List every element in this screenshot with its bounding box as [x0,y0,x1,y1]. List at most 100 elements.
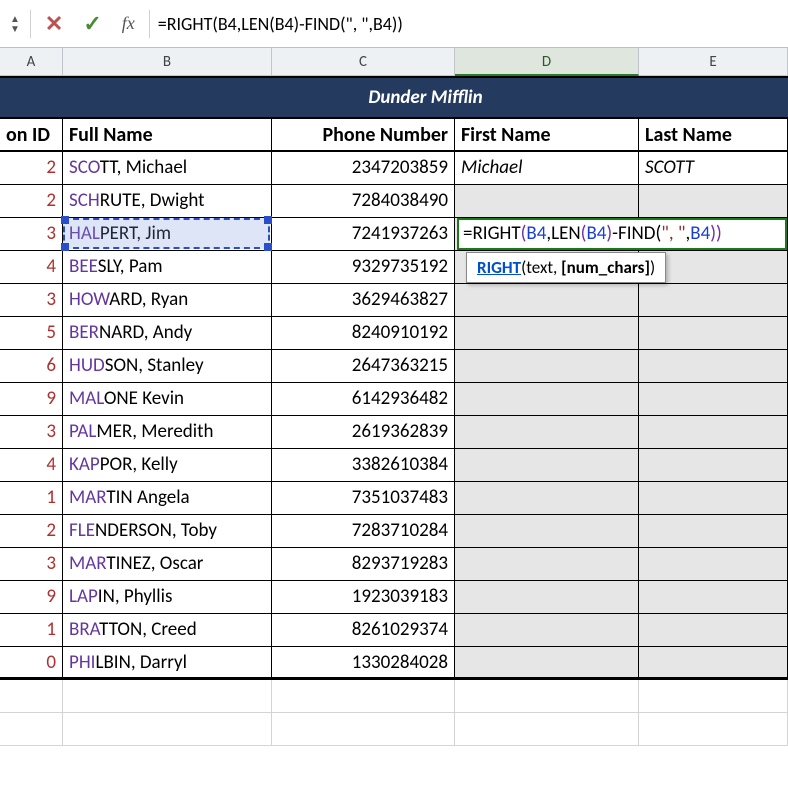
cell-fullname[interactable]: MARTINEZ, Oscar [63,548,272,581]
cell-fullname[interactable]: MARTIN Angela [63,482,272,515]
cell-lastname[interactable] [639,449,788,482]
cell-fullname[interactable]: PALMER, Meredith [63,416,272,449]
cell-fullname[interactable]: KAPPOR, Kelly [63,449,272,482]
cell-phone[interactable]: 6142936482 [272,383,455,416]
active-cell-editor[interactable]: =RIGHT(B4,LEN(B4)-FIND(", ",B4)) [457,218,787,250]
cell-phone[interactable]: 3629463827 [272,284,455,317]
col-header-d[interactable]: D [455,48,639,76]
cell-id[interactable]: 9 [0,581,63,614]
cell-lastname[interactable] [639,614,788,647]
cell-fullname[interactable]: SCHRUTE, Dwight [63,185,272,218]
cell-id[interactable]: 5 [0,317,63,350]
cell-id[interactable]: 1 [0,482,63,515]
cell-id[interactable]: 2 [0,515,63,548]
cell-phone[interactable]: 2619362839 [272,416,455,449]
title-row: Dunder Mifflin [0,76,788,119]
cell-id[interactable]: 2 [0,152,63,185]
cell-id[interactable]: 3 [0,284,63,317]
cell-id[interactable]: 6 [0,350,63,383]
cell-id[interactable]: 4 [0,251,63,284]
stepper-down-icon[interactable]: ▼ [10,24,20,34]
cell-phone[interactable]: 9329735192 [272,251,455,284]
table-row: 9LAPIN, Phyllis1923039183 [0,581,788,614]
cell-lastname[interactable] [639,317,788,350]
cell-firstname[interactable] [455,383,639,416]
cell-firstname[interactable] [455,185,639,218]
cell-fullname[interactable]: HALPERT, Jim [63,218,272,251]
cell-firstname[interactable] [455,350,639,383]
header-id[interactable]: on ID [0,119,63,152]
cell-lastname[interactable] [639,647,788,680]
cell-phone[interactable]: 8240910192 [272,317,455,350]
cell-id[interactable]: 3 [0,218,63,251]
cell-fullname[interactable]: LAPIN, Phyllis [63,581,272,614]
cell-id[interactable]: 2 [0,185,63,218]
cell-id[interactable]: 3 [0,548,63,581]
cell-phone[interactable]: 1923039183 [272,581,455,614]
table-row: 2SCHRUTE, Dwight7284038490 [0,185,788,218]
cell-fullname[interactable]: HOWARD, Ryan [63,284,272,317]
cell-phone[interactable]: 3382610384 [272,449,455,482]
cell-phone[interactable]: 2347203859 [272,152,455,185]
cell-id[interactable]: 3 [0,416,63,449]
cell-phone[interactable]: 7284038490 [272,185,455,218]
fx-icon[interactable]: fx [112,13,145,34]
cell-firstname[interactable] [455,449,639,482]
cell-firstname[interactable] [455,614,639,647]
cell-phone[interactable]: 8261029374 [272,614,455,647]
cell-lastname[interactable] [639,548,788,581]
cell-fullname[interactable]: MALONE Kevin [63,383,272,416]
cell-lastname[interactable] [639,383,788,416]
cell-firstname[interactable] [455,284,639,317]
table-row: 1BRATTON, Creed8261029374 [0,614,788,647]
cell-id[interactable]: 0 [0,647,63,680]
cancel-formula-icon[interactable]: ✕ [35,10,73,37]
header-lastname[interactable]: Last Name [639,119,788,152]
cell-firstname[interactable] [455,548,639,581]
cell-phone[interactable]: 2647363215 [272,350,455,383]
cell-lastname[interactable] [639,284,788,317]
cell-lastname[interactable] [639,185,788,218]
col-header-b[interactable]: B [63,48,272,76]
cell-lastname[interactable] [639,515,788,548]
col-header-e[interactable]: E [639,48,788,76]
tooltip-fn-link[interactable]: RIGHT [477,257,521,278]
cell-fullname[interactable]: HUDSON, Stanley [63,350,272,383]
cell-id[interactable]: 4 [0,449,63,482]
cell-fullname[interactable]: BEESLY, Pam [63,251,272,284]
cell-lastname[interactable]: SCOTT [639,152,788,185]
cell-id[interactable]: 9 [0,383,63,416]
cell-lastname[interactable] [639,350,788,383]
namebox-stepper[interactable]: ▲ ▼ [4,14,26,34]
cell-lastname[interactable] [639,416,788,449]
header-phone[interactable]: Phone Number [272,119,455,152]
accept-formula-icon[interactable]: ✓ [73,10,111,37]
cell-phone[interactable]: 7241937263 [272,218,455,251]
cell-fullname[interactable]: FLENDERSON, Toby [63,515,272,548]
cell-firstname[interactable] [455,317,639,350]
cell-fullname[interactable]: SCOTT, Michael [63,152,272,185]
title-cell[interactable]: Dunder Mifflin [63,78,788,119]
cell-firstname[interactable] [455,416,639,449]
cell-lastname[interactable] [639,581,788,614]
formula-input[interactable]: =RIGHT(B4,LEN(B4)-FIND(", ",B4)) [154,13,788,35]
cell-fullname[interactable]: BERNARD, Andy [63,317,272,350]
cell-fullname[interactable]: BRATTON, Creed [63,614,272,647]
cell-firstname[interactable] [455,482,639,515]
cell-firstname[interactable] [455,647,639,680]
cell-id[interactable]: 1 [0,614,63,647]
cell-phone[interactable]: 7283710284 [272,515,455,548]
header-fullname[interactable]: Full Name [63,119,272,152]
cell-firstname[interactable] [455,515,639,548]
header-firstname[interactable]: First Name [455,119,639,152]
cell-phone[interactable]: 7351037483 [272,482,455,515]
cell-firstname[interactable] [455,581,639,614]
cell-firstname[interactable]: Michael [455,152,639,185]
col-header-c[interactable]: C [272,48,455,76]
table-row: 9MALONE Kevin6142936482 [0,383,788,416]
cell-phone[interactable]: 1330284028 [272,647,455,680]
cell-fullname[interactable]: PHILBIN, Darryl [63,647,272,680]
cell-phone[interactable]: 8293719283 [272,548,455,581]
cell-lastname[interactable] [639,482,788,515]
col-header-a[interactable]: A [0,48,63,76]
